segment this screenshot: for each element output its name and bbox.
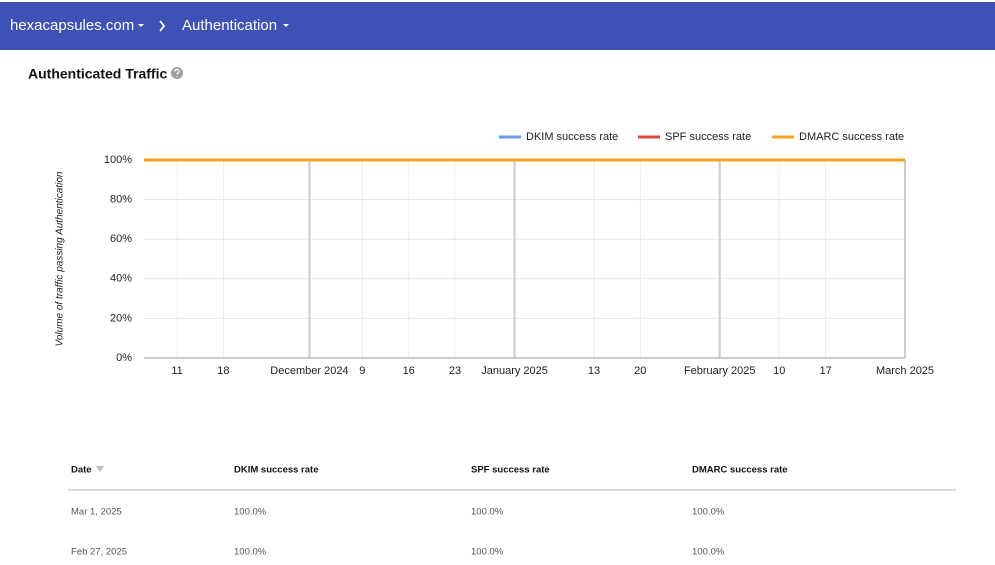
x-tick-label: 11 [171, 365, 182, 377]
y-tick-label: 0% [116, 352, 132, 364]
y-tick-label: 100% [104, 154, 132, 166]
column-header: Date [71, 465, 92, 476]
x-tick-label: 20 [634, 365, 646, 377]
section-selector[interactable]: Authentication [182, 17, 277, 34]
domain-selector[interactable]: hexacapsules.com [10, 17, 134, 34]
legend-label: SPF success rate [665, 131, 751, 143]
breadcrumb-separator [159, 20, 166, 32]
table-cell: 100.0% [234, 507, 267, 518]
x-tick-label: 9 [359, 365, 365, 377]
x-tick-label: January 2025 [481, 365, 548, 377]
table-cell: Feb 27, 2025 [71, 547, 127, 558]
x-tick-label: December 2024 [270, 365, 348, 377]
x-tick-label: 13 [588, 365, 600, 377]
table-cell: 100.0% [471, 507, 504, 518]
x-tick-label: 10 [773, 365, 785, 377]
y-tick-label: 20% [110, 312, 132, 324]
x-tick-label: 18 [217, 365, 229, 377]
top-bar [0, 2, 995, 50]
x-tick-label: 16 [403, 365, 415, 377]
help-glyph[interactable] [174, 68, 180, 77]
x-tick-label: March 2025 [876, 365, 934, 377]
x-tick-label: February 2025 [684, 365, 756, 377]
table-cell: 100.0% [471, 547, 504, 558]
legend-label: DKIM success rate [526, 131, 618, 143]
help-icon[interactable] [171, 67, 183, 79]
y-tick-label: 60% [110, 233, 132, 245]
x-tick-label: 23 [449, 365, 461, 377]
table-cell: Mar 1, 2025 [71, 507, 122, 518]
legend-label: DMARC success rate [799, 131, 904, 143]
y-axis-label: Volume of traffic passing Authentication [55, 171, 66, 346]
y-tick-label: 80% [110, 194, 132, 206]
column-header: DKIM success rate [234, 465, 318, 476]
column-header: DMARC success rate [692, 465, 788, 476]
y-tick-label: 40% [110, 273, 132, 285]
table-cell: 100.0% [234, 547, 267, 558]
table-cell: 100.0% [692, 507, 725, 518]
sort-indicator[interactable] [96, 466, 104, 472]
table-cell: 100.0% [692, 547, 725, 558]
dropdown-caret[interactable] [283, 24, 289, 27]
column-header: SPF success rate [471, 465, 550, 476]
x-tick-label: 17 [819, 365, 831, 377]
chart-title: Authenticated Traffic [28, 66, 167, 82]
dropdown-caret[interactable] [138, 24, 144, 27]
